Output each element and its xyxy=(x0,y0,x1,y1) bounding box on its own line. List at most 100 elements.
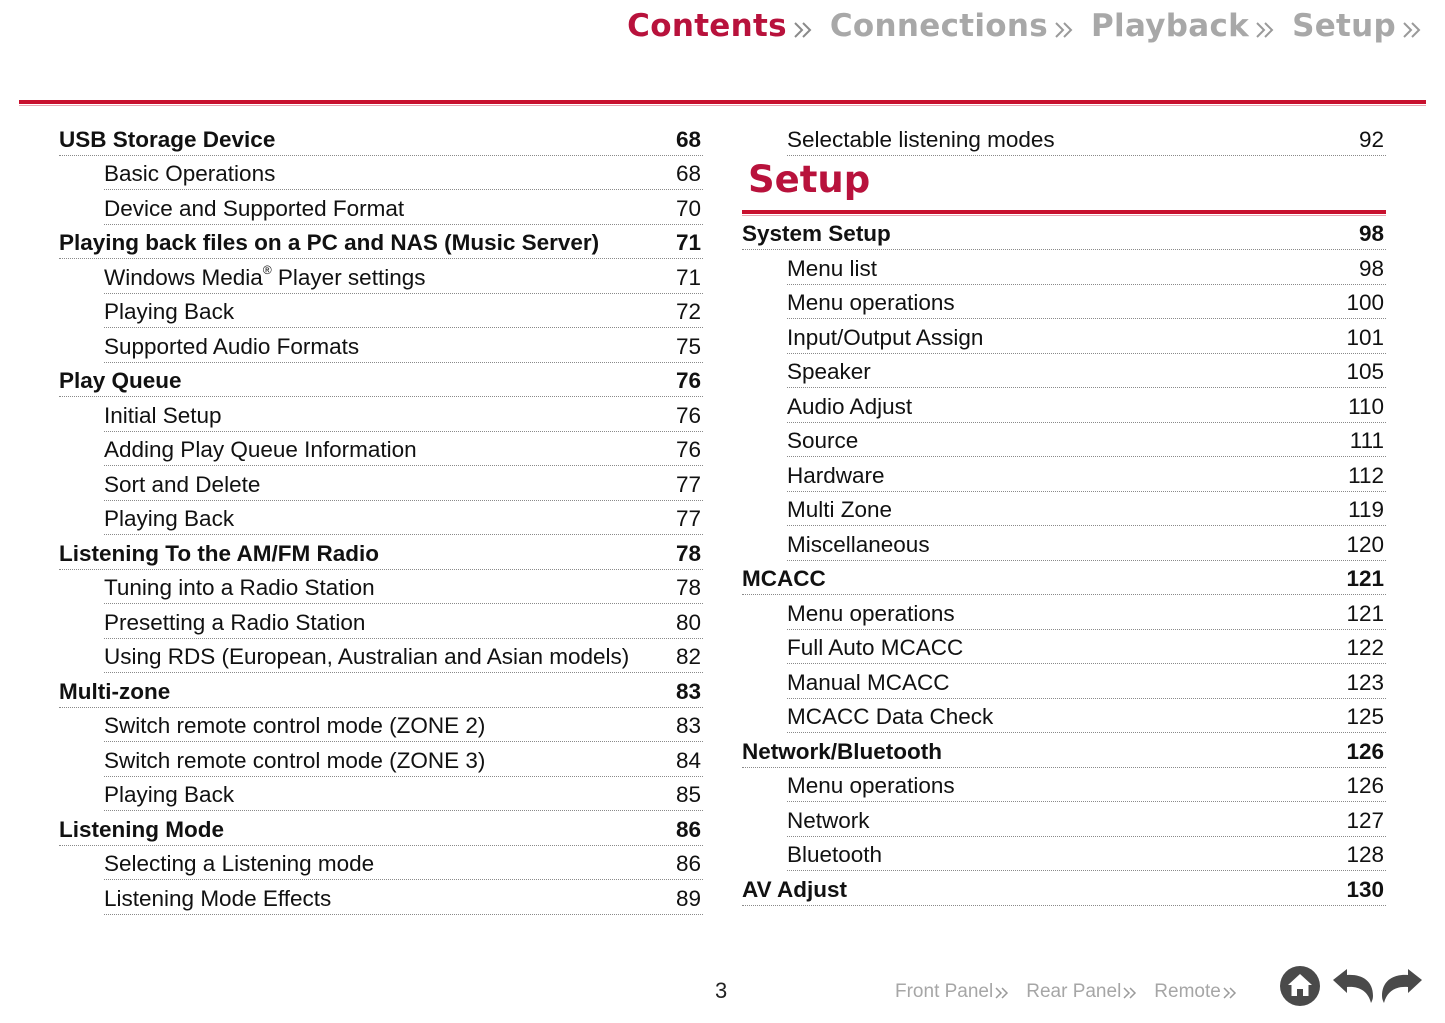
toc-entry-sort-and-delete[interactable]: Sort and Delete 77 xyxy=(104,466,703,501)
toc-entry-basic-operations[interactable]: Basic Operations 68 xyxy=(104,156,703,190)
toc-left-column: USB Storage Device 68 Basic Operations 68 De… xyxy=(59,121,703,915)
toc-entry-hardware[interactable]: Hardware 112 xyxy=(787,457,1386,492)
toc-entry-title: Switch remote control mode (ZONE 2) xyxy=(104,713,486,738)
toc-entry-multi-zone[interactable]: Multi-zone 83 xyxy=(59,673,703,708)
toc-entry-supported-audio-formats[interactable]: Supported Audio Formats 75 xyxy=(104,328,703,363)
tab-label: Playback xyxy=(1091,8,1250,44)
toc-entry-using-rds-european-australian-and-asian-models[interactable]: Using RDS (European, Australian and Asia… xyxy=(104,639,703,673)
toc-entry-playing-back-files-on-a-pc-and-nas-music-server[interactable]: Playing back files on a PC and NAS (Musi… xyxy=(59,225,703,259)
toc-entry-title: Initial Setup xyxy=(104,402,222,428)
toc-entry-playing-back[interactable]: Playing Back 72 xyxy=(104,294,703,328)
toc-entry-mcacc-data-check[interactable]: MCACC Data Check 125 xyxy=(787,699,1386,733)
toc-entry-usb-storage-device[interactable]: USB Storage Device 68 xyxy=(59,121,703,156)
toc-entry-miscellaneous[interactable]: Miscellaneous 120 xyxy=(787,526,1386,561)
toc-entry-listening-to-the-am-fm-radio[interactable]: Listening To the AM/FM Radio 78 xyxy=(59,535,703,570)
toc-entry-menu-operations[interactable]: Menu operations 126 xyxy=(787,768,1386,802)
toc-right-column: Selectable listening modes 92 Setup Syste… xyxy=(742,121,1386,906)
forward-arrow-icon[interactable] xyxy=(1378,966,1424,1004)
toc-entry-page: 92 xyxy=(1358,126,1384,152)
toc-entry-system-setup[interactable]: System Setup 98 xyxy=(742,216,1386,250)
toc-entry-title: Speaker xyxy=(787,359,871,384)
double-chevron-right-icon xyxy=(1055,22,1073,38)
toc-entry-listening-mode-effects[interactable]: Listening Mode Effects 89 xyxy=(104,880,703,915)
toc-entry-playing-back[interactable]: Playing Back 85 xyxy=(104,777,703,811)
footer-link-label: Front Panel xyxy=(895,981,994,1002)
toc-entry-page: 76 xyxy=(675,368,701,393)
rear-panel-link[interactable]: Rear Panel xyxy=(1026,981,1138,1003)
toc-entry-title: Playing Back xyxy=(104,782,235,807)
toc-entry-page: 76 xyxy=(675,437,701,462)
toc-entry-switch-remote-control-mode-zone-3[interactable]: Switch remote control mode (ZONE 3) 84 xyxy=(104,742,703,777)
toc-entry-mcacc[interactable]: MCACC 121 xyxy=(742,561,1386,595)
toc-entry-page: 68 xyxy=(675,126,701,152)
toc-entry-page: 119 xyxy=(1348,497,1384,522)
toc-entry-menu-operations[interactable]: Menu operations 121 xyxy=(787,595,1386,630)
toc-entry-page: 84 xyxy=(675,747,701,773)
toc-entry-windows-media-player-settings[interactable]: Windows Media® Player settings 71 xyxy=(104,259,703,294)
toc-entry-menu-list[interactable]: Menu list 98 xyxy=(787,250,1386,285)
toc-entry-playing-back[interactable]: Playing Back 77 xyxy=(104,501,703,535)
toc-entry-title: Listening Mode Effects xyxy=(104,885,332,911)
registered-mark: ® xyxy=(262,263,272,277)
toc-entry-page: 75 xyxy=(675,333,701,359)
toc-entry-listening-mode[interactable]: Listening Mode 86 xyxy=(59,811,703,846)
toc-entry-title: Menu operations xyxy=(787,600,955,626)
toc-entry-menu-operations[interactable]: Menu operations 100 xyxy=(787,285,1386,319)
toc-entry-multi-zone[interactable]: Multi Zone 119 xyxy=(787,492,1386,526)
double-chevron-right-icon xyxy=(794,22,812,38)
toc-entry-network-bluetooth[interactable]: Network/Bluetooth 126 xyxy=(742,733,1386,768)
tab-label: Setup xyxy=(1292,8,1396,44)
toc-entry-av-adjust[interactable]: AV Adjust 130 xyxy=(742,871,1386,906)
toc-entry-title: Presetting a Radio Station xyxy=(104,609,366,635)
section-divider-thin xyxy=(742,214,1386,216)
toc-entry-bluetooth[interactable]: Bluetooth 128 xyxy=(787,837,1386,871)
toc-entry-title: Windows Media® Player settings xyxy=(104,263,426,290)
toc-entry-audio-adjust[interactable]: Audio Adjust 110 xyxy=(787,388,1386,423)
tab-connections[interactable]: Connections xyxy=(830,8,1075,44)
toc-entry-title: Full Auto MCACC xyxy=(787,635,964,660)
toc-entry-page: 86 xyxy=(675,851,701,876)
toc-entry-page: 98 xyxy=(1358,255,1384,281)
toc-entry-tuning-into-a-radio-station[interactable]: Tuning into a Radio Station 78 xyxy=(104,570,703,604)
toc-entry-network[interactable]: Network 127 xyxy=(787,802,1386,837)
toc-entry-title: MCACC Data Check xyxy=(787,704,994,729)
toc-entry-title: Supported Audio Formats xyxy=(104,333,360,359)
toc-entry-manual-mcacc[interactable]: Manual MCACC 123 xyxy=(787,664,1386,699)
toc-entry-source[interactable]: Source 111 xyxy=(787,423,1386,457)
toc-entry-initial-setup[interactable]: Initial Setup 76 xyxy=(104,397,703,432)
toc-entry-page: 128 xyxy=(1346,842,1384,867)
front-panel-link[interactable]: Front Panel xyxy=(895,981,1010,1003)
tab-playback[interactable]: Playback xyxy=(1091,8,1276,44)
toc-entry-page: 121 xyxy=(1346,566,1384,591)
tab-setup[interactable]: Setup xyxy=(1292,8,1423,44)
tab-contents[interactable]: Contents xyxy=(627,8,814,44)
section-title: Setup xyxy=(748,157,871,201)
toc-entry-full-auto-mcacc[interactable]: Full Auto MCACC 122 xyxy=(787,630,1386,664)
toc-entry-page: 71 xyxy=(675,264,701,290)
toc-entry-device-and-supported-format[interactable]: Device and Supported Format 70 xyxy=(104,190,703,225)
toc-entry-selecting-a-listening-mode[interactable]: Selecting a Listening mode 86 xyxy=(104,846,703,880)
toc-entry-title: Hardware xyxy=(787,462,885,488)
toc-entry-presetting-a-radio-station[interactable]: Presetting a Radio Station 80 xyxy=(104,604,703,639)
footer-link-label: Remote xyxy=(1154,981,1221,1002)
toc-entry-title: Switch remote control mode (ZONE 3) xyxy=(104,747,486,773)
toc-entry-speaker[interactable]: Speaker 105 xyxy=(787,354,1386,388)
toc-entry-page: 83 xyxy=(675,713,701,738)
remote-link[interactable]: Remote xyxy=(1154,981,1238,1003)
toc-entry-selectable-listening-modes[interactable]: Selectable listening modes 92 xyxy=(787,121,1386,156)
toc-entry-title: Playing Back xyxy=(104,299,235,324)
toc-entry-page: 68 xyxy=(675,161,701,186)
toc-entry-input-output-assign[interactable]: Input/Output Assign 101 xyxy=(787,319,1386,354)
back-arrow-icon[interactable] xyxy=(1331,966,1377,1004)
toc-entry-page: 71 xyxy=(675,230,701,255)
home-icon[interactable] xyxy=(1279,965,1321,1007)
toc-entry-page: 120 xyxy=(1346,531,1384,557)
toc-entry-page: 78 xyxy=(675,575,701,600)
toc-entry-page: 80 xyxy=(675,609,701,635)
toc-entry-adding-play-queue-information[interactable]: Adding Play Queue Information 76 xyxy=(104,432,703,466)
toc-entry-page: 86 xyxy=(675,816,701,842)
toc-entry-title: Audio Adjust xyxy=(787,393,913,419)
toc-entry-play-queue[interactable]: Play Queue 76 xyxy=(59,363,703,397)
footer-links: Front Panel Rear Panel Remote xyxy=(895,981,1254,1003)
toc-entry-switch-remote-control-mode-zone-2[interactable]: Switch remote control mode (ZONE 2) 83 xyxy=(104,708,703,742)
